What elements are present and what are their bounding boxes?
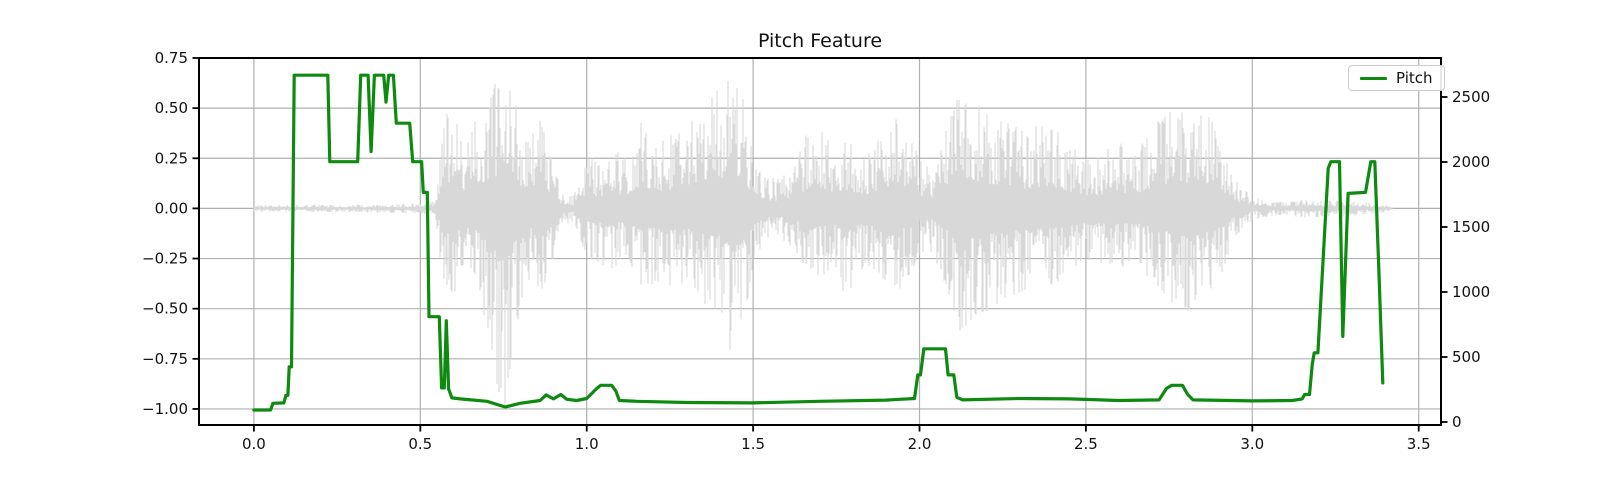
x-tick-label: 3.5 bbox=[1407, 435, 1431, 453]
y-left-tick-label: 0.75 bbox=[155, 49, 188, 67]
x-tick-label: 1.0 bbox=[575, 435, 599, 453]
x-tick-label: 0.0 bbox=[242, 435, 266, 453]
y-left-tick-label: 0.00 bbox=[155, 199, 188, 217]
y-right-tick-label: 1000 bbox=[1452, 283, 1490, 301]
y-right-tick-label: 0 bbox=[1452, 413, 1462, 431]
waveform bbox=[253, 81, 1393, 410]
x-tick-label: 2.0 bbox=[908, 435, 932, 453]
legend: Pitch bbox=[1348, 65, 1445, 91]
x-tick-label: 2.5 bbox=[1074, 435, 1098, 453]
y-right-tick-label: 1500 bbox=[1452, 218, 1490, 236]
x-tick-label: 3.0 bbox=[1240, 435, 1264, 453]
y-left-tick-label: −1.00 bbox=[142, 400, 188, 418]
legend-label: Pitch bbox=[1396, 68, 1433, 87]
y-right-tick-label: 2500 bbox=[1452, 88, 1490, 106]
pitch-line bbox=[252, 73, 1385, 412]
y-left-tick-label: −0.25 bbox=[142, 250, 188, 268]
y-left-tick-label: 0.50 bbox=[155, 99, 188, 117]
y-left-tick-label: −0.50 bbox=[142, 300, 188, 318]
x-tick-label: 0.5 bbox=[408, 435, 432, 453]
x-tick-label: 1.5 bbox=[741, 435, 765, 453]
y-right-tick-label: 500 bbox=[1452, 348, 1481, 366]
legend-line-swatch-icon bbox=[1360, 76, 1387, 80]
y-right-tick-label: 2000 bbox=[1452, 153, 1490, 171]
y-left-tick-label: 0.25 bbox=[155, 149, 188, 167]
plot-border bbox=[198, 57, 1442, 426]
chart-title: Pitch Feature bbox=[757, 30, 883, 52]
y-left-tick-label: −0.75 bbox=[142, 350, 188, 368]
